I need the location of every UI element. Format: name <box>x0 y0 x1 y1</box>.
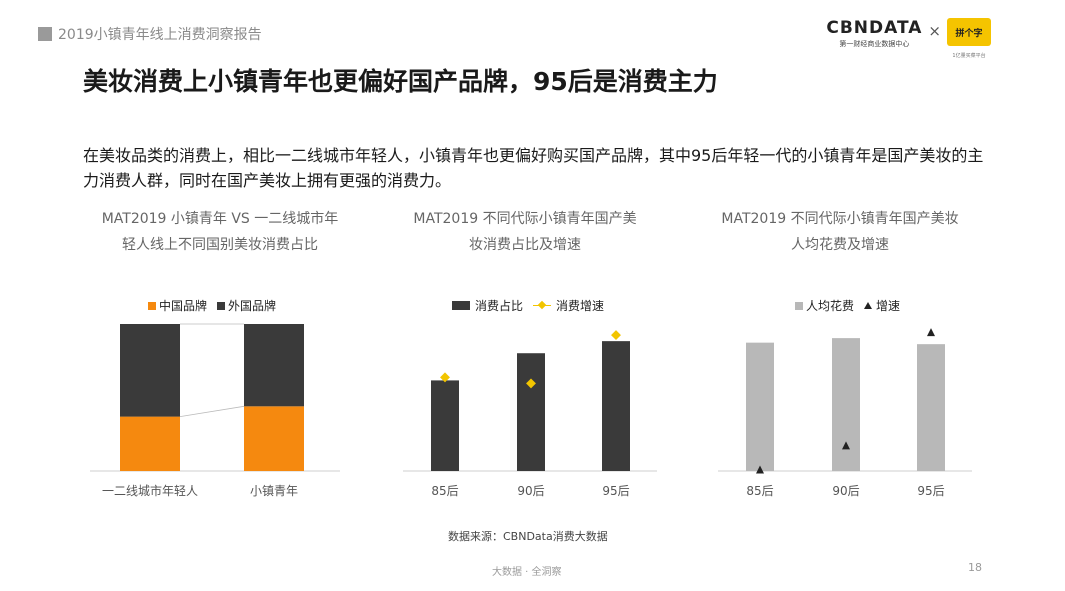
chart1-legend-label-1: 外国品牌 <box>228 299 277 313</box>
chart3-legend-label-0: 人均花费 <box>806 299 855 313</box>
chart1-bar-0-series-1 <box>120 324 180 417</box>
logo-separator: × <box>928 22 941 40</box>
chart3-x-tick-0: 85后 <box>746 484 773 498</box>
chart1-legend-item-0: 中国品牌 <box>148 297 207 314</box>
partner-logo-tagline: 1亿量买菜平台 <box>952 53 986 59</box>
chart2-bar-0 <box>431 380 459 471</box>
chart3-svg: 85后 90后 95后 <box>718 328 972 498</box>
chart2-legend-item-0: 消费占比 <box>452 297 523 314</box>
chart2-svg: 85后 90后 95后 <box>403 330 657 498</box>
chart1-legend-item-1: 外国品牌 <box>217 297 276 314</box>
chart2-x-tick-2: 95后 <box>602 484 629 498</box>
chart2-point-2 <box>611 330 621 341</box>
chart2-bar-2 <box>602 341 630 471</box>
chart3-title: MAT2019 不同代际小镇青年国产美妆人均花费及增速 <box>721 211 959 253</box>
chart1-x-tick-1: 小镇青年 <box>250 484 298 498</box>
report-tag: 2019小镇青年线上消费洞察报告 <box>38 24 262 44</box>
data-source: 数据来源：CBNData消费大数据 <box>448 530 608 543</box>
chart3-x-tick-2: 95后 <box>917 484 944 498</box>
chart2-legend-swatch-0 <box>452 301 470 310</box>
partner-logo-name: 拼个字 <box>955 28 983 39</box>
cbndata-logo: CBNDATA 第一财经商业数据中心 <box>826 18 922 49</box>
chart2-x-tick-1: 90后 <box>517 484 544 498</box>
chart2-bar-1 <box>517 353 545 471</box>
chart1-bar-0-series-0 <box>120 416 180 471</box>
footer-slogan: 大数据 · 全洞察 <box>492 567 562 578</box>
chart2-legend-label-1: 消费增速 <box>556 299 605 313</box>
partner-logo-box: 拼个字 <box>947 18 991 46</box>
partner-logo: 拼个字 1亿量买菜平台 <box>947 18 991 59</box>
chart2-x-tick-0: 85后 <box>431 484 458 498</box>
chart2-legend-item-1: 消费增速 <box>533 297 604 314</box>
chart3-point-2 <box>927 328 935 337</box>
chart3-point-0 <box>756 465 764 474</box>
chart2-legend: 消费占比 消费增速 <box>452 297 614 314</box>
report-tag-square <box>38 27 52 41</box>
chart1-svg: 一二线城市年轻人 小镇青年 <box>90 323 340 498</box>
logo-group: CBNDATA 第一财经商业数据中心 × 拼个字 1亿量买菜平台 <box>826 18 991 59</box>
page-title: 美妆消费上小镇青年也更偏好国产品牌，95后是消费主力 <box>83 67 718 96</box>
chart3-point-1 <box>842 441 850 450</box>
chart1-legend-swatch-0 <box>148 301 156 310</box>
page-number: 18 <box>968 561 982 574</box>
chart2-point-1 <box>526 378 536 389</box>
chart1-connector-series-0 <box>179 405 245 418</box>
chart1-bar-1-series-0 <box>244 406 304 471</box>
chart1-title: MAT2019 小镇青年 VS 一二线城市年轻人线上不同国别美妆消费占比 <box>101 211 339 253</box>
chart1-x-tick-0: 一二线城市年轻人 <box>102 483 198 498</box>
chart3-legend-swatch-0 <box>795 301 803 310</box>
chart3-x-tick-1: 90后 <box>832 484 859 498</box>
chart1-legend-swatch-1 <box>217 301 226 310</box>
cbndata-logo-main: CBNDATA <box>826 18 923 38</box>
chart3-legend: 人均花费 增速 <box>795 297 910 314</box>
chart3-legend-item-1: 增速 <box>864 297 900 314</box>
chart3-bar-2 <box>917 344 945 471</box>
chart3-legend-item-0: 人均花费 <box>795 297 854 314</box>
chart2-legend-swatch-1 <box>533 301 552 310</box>
chart3-bar-0 <box>746 342 774 471</box>
chart1-bar-1-series-1 <box>244 324 304 407</box>
chart3-legend-label-1: 增速 <box>876 299 901 313</box>
chart2-title: MAT2019 不同代际小镇青年国产美妆消费占比及增速 <box>413 211 637 253</box>
chart2-legend-label-0: 消费占比 <box>475 299 524 313</box>
report-tag-text: 2019小镇青年线上消费洞察报告 <box>58 27 262 43</box>
cbndata-logo-sub: 第一财经商业数据中心 <box>839 40 910 48</box>
chart1-legend-label-0: 中国品牌 <box>159 299 208 313</box>
page-description: 在美妆品类的消费上，相比一二线城市年轻人，小镇青年也更偏好购买国产品牌，其中95… <box>83 146 984 190</box>
chart3-bar-1 <box>832 338 860 471</box>
chart1-legend: 中国品牌 外国品牌 <box>148 297 286 314</box>
chart3-legend-swatch-1 <box>864 302 873 309</box>
